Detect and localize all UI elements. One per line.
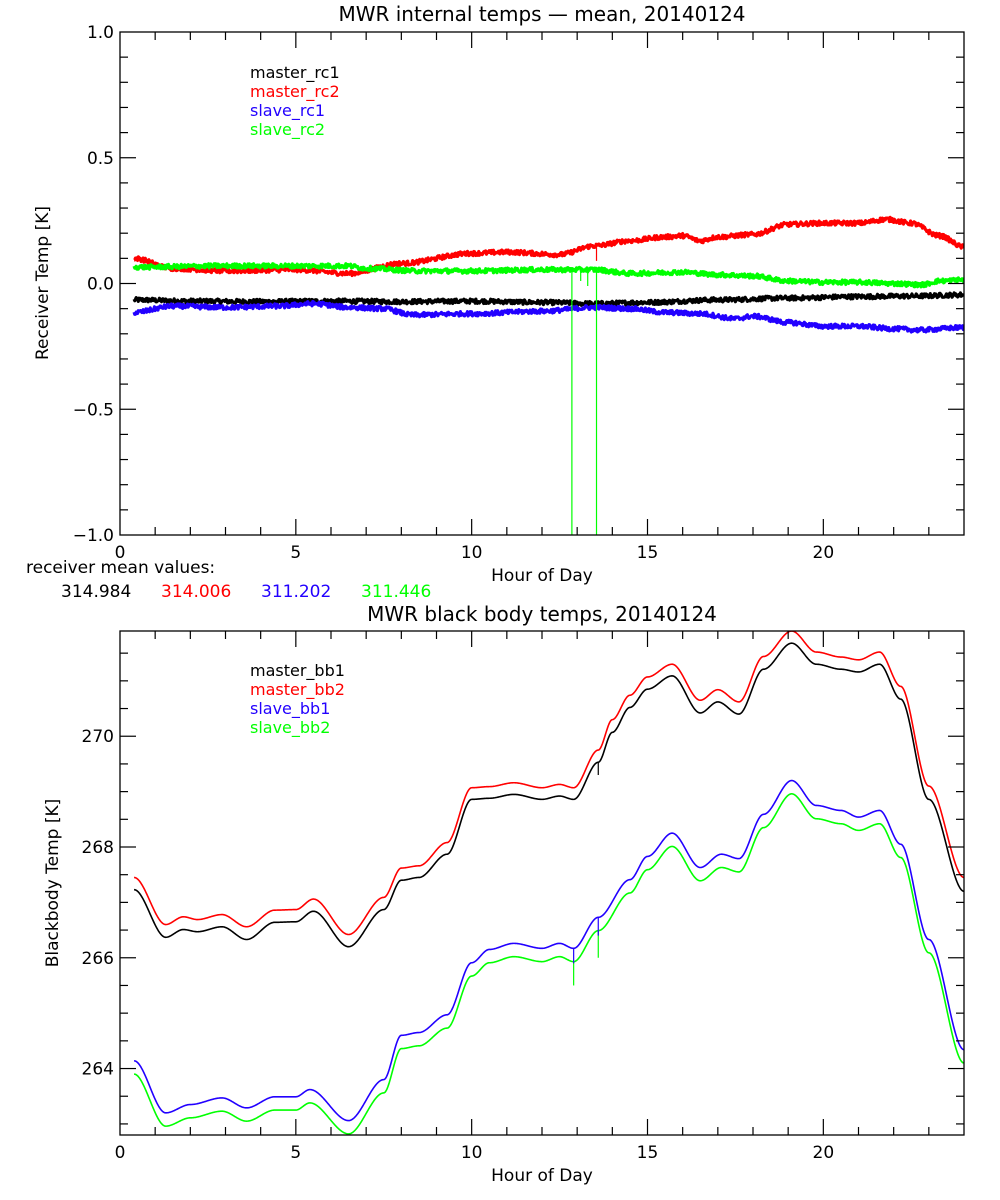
x-tick-label: 15 [637, 543, 659, 563]
y-tick-label: −1.0 [73, 526, 114, 546]
x-tick-label: 10 [461, 1143, 483, 1163]
x-tick-label: 20 [813, 1143, 835, 1163]
y-tick-label: 268 [82, 838, 114, 858]
receiver-mean-value: 314.006 [161, 582, 231, 602]
series-layer [132, 215, 964, 334]
x-tick-label: 5 [290, 543, 301, 563]
legend-entry: master_bb2 [250, 680, 345, 700]
x-tick-label: 10 [461, 543, 483, 563]
spike-layer [571, 245, 598, 535]
receiver-mean-values: receiver mean values: 314.984 314.006 31… [26, 558, 431, 602]
y-tick-label: 270 [82, 727, 114, 747]
x-tick-label: 15 [637, 1143, 659, 1163]
series-line-slave_bb1 [133, 779, 964, 1122]
blackbody-temp-chart: MWR black body temps, 20140124 0 5 10 15 20 2… [43, 602, 965, 1186]
receiver-mean-value: 314.984 [61, 582, 131, 602]
legend-entry: slave_rc1 [250, 101, 325, 121]
legend-entry: slave_bb1 [250, 699, 330, 719]
receiver-temp-chart: MWR internal temps — mean, 20140124 0 5 10… [33, 2, 965, 586]
spike-layer [573, 762, 599, 986]
chart-title: MWR black body temps, 20140124 [367, 602, 717, 626]
x-tick-label: 0 [115, 543, 126, 563]
chart-title: MWR internal temps — mean, 20140124 [338, 2, 745, 26]
legend-entry: master_bb1 [250, 661, 345, 681]
x-axis-label: Hour of Day [491, 566, 593, 586]
series-line-master_rc1 [132, 291, 964, 308]
x-tick-label: 20 [813, 543, 835, 563]
series-line-slave_rc1 [132, 299, 964, 334]
axes: 0 5 10 15 20 −1.0 −0.5 0.0 0.5 1.0 [73, 23, 965, 563]
y-tick-label: −0.5 [73, 400, 114, 420]
y-tick-label: 0.5 [87, 149, 114, 169]
x-axis-label: Hour of Day [491, 1166, 593, 1186]
receiver-mean-label: receiver mean values: [26, 558, 215, 578]
series-line-slave_bb2 [133, 793, 964, 1135]
receiver-mean-value: 311.446 [361, 582, 431, 602]
receiver-mean-value: 311.202 [261, 582, 331, 602]
legend-entry: slave_bb2 [250, 718, 330, 738]
y-axis-label: Blackbody Temp [K] [43, 799, 63, 968]
legend-entry: slave_rc2 [250, 120, 325, 140]
y-tick-label: 1.0 [87, 23, 114, 43]
x-tick-label: 5 [290, 1143, 301, 1163]
y-axis-label: Receiver Temp [K] [33, 206, 53, 360]
plot-frame [119, 630, 965, 1136]
legend-entry: master_rc1 [250, 63, 340, 83]
series-line-master_bb1 [133, 642, 964, 948]
series-line-master_bb2 [133, 631, 964, 936]
y-tick-label: 264 [82, 1060, 114, 1080]
series-line-slave_rc2 [132, 262, 964, 289]
series-line-master_rc2 [133, 215, 964, 278]
axes: 0 5 10 15 20 264 266 268 270 [82, 630, 965, 1163]
series-layer [133, 631, 964, 1135]
y-tick-label: 0.0 [87, 275, 114, 295]
legend-entry: master_rc2 [250, 82, 340, 102]
y-tick-label: 266 [82, 949, 114, 969]
x-tick-label: 0 [115, 1143, 126, 1163]
